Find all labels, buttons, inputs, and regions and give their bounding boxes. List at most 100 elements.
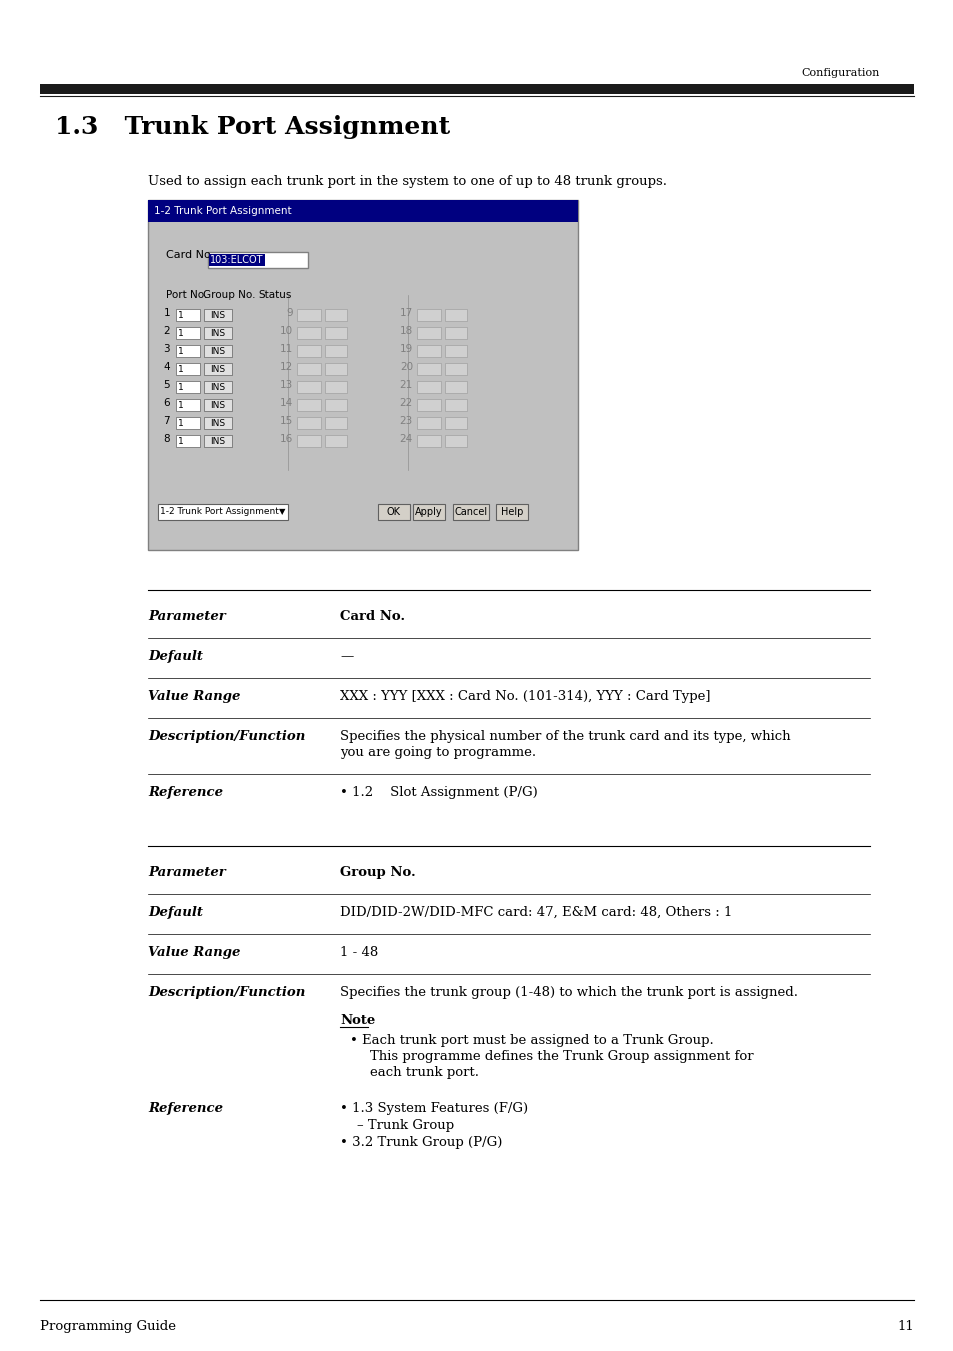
- Text: Description/Function: Description/Function: [148, 986, 305, 998]
- Text: 1: 1: [178, 382, 184, 392]
- Bar: [204, 309, 232, 322]
- Bar: [296, 435, 320, 447]
- Bar: [444, 363, 467, 376]
- Bar: [325, 417, 347, 430]
- Bar: [204, 381, 232, 393]
- Bar: [175, 327, 200, 339]
- Text: 2: 2: [163, 326, 170, 336]
- Bar: [296, 363, 320, 376]
- Text: 103:ELCOT: 103:ELCOT: [210, 255, 263, 265]
- Bar: [204, 399, 232, 411]
- Text: 22: 22: [399, 399, 413, 408]
- Bar: [204, 417, 232, 430]
- Text: INS: INS: [211, 419, 225, 427]
- Text: 6: 6: [163, 399, 170, 408]
- Bar: [444, 345, 467, 357]
- Text: 1: 1: [163, 308, 170, 317]
- Text: 1: 1: [178, 419, 184, 427]
- Bar: [444, 417, 467, 430]
- Bar: [204, 435, 232, 447]
- Bar: [496, 504, 527, 520]
- Bar: [148, 200, 578, 550]
- Text: Reference: Reference: [148, 786, 223, 798]
- Text: Parameter: Parameter: [148, 611, 226, 623]
- Bar: [325, 327, 347, 339]
- Bar: [296, 399, 320, 411]
- Bar: [416, 381, 440, 393]
- Text: Specifies the trunk group (1-48) to which the trunk port is assigned.: Specifies the trunk group (1-48) to whic…: [339, 986, 797, 998]
- Bar: [444, 435, 467, 447]
- Bar: [377, 504, 410, 520]
- Bar: [296, 345, 320, 357]
- Text: 10: 10: [279, 326, 293, 336]
- Text: 18: 18: [399, 326, 413, 336]
- Text: Configuration: Configuration: [801, 68, 879, 78]
- Text: Card No.: Card No.: [166, 250, 213, 259]
- Bar: [204, 345, 232, 357]
- Text: Used to assign each trunk port in the system to one of up to 48 trunk groups.: Used to assign each trunk port in the sy…: [148, 176, 666, 188]
- Text: 1: 1: [178, 365, 184, 373]
- Bar: [413, 504, 444, 520]
- Text: This programme defines the Trunk Group assignment for: This programme defines the Trunk Group a…: [370, 1050, 753, 1063]
- Text: ▼: ▼: [278, 508, 285, 516]
- Text: INS: INS: [211, 382, 225, 392]
- Text: 20: 20: [399, 362, 413, 372]
- Bar: [158, 504, 288, 520]
- Text: Note: Note: [339, 1015, 375, 1027]
- Text: INS: INS: [211, 328, 225, 338]
- Text: Apply: Apply: [415, 507, 442, 517]
- Text: 12: 12: [279, 362, 293, 372]
- Text: • 1.3 System Features (F/G): • 1.3 System Features (F/G): [339, 1102, 528, 1115]
- Bar: [175, 345, 200, 357]
- Text: 1-2 Trunk Port Assignment: 1-2 Trunk Port Assignment: [153, 205, 292, 216]
- Text: Default: Default: [148, 907, 203, 919]
- Bar: [416, 327, 440, 339]
- Bar: [416, 435, 440, 447]
- Text: OK: OK: [387, 507, 400, 517]
- Text: INS: INS: [211, 346, 225, 355]
- Text: 11: 11: [279, 345, 293, 354]
- Text: Group No.: Group No.: [339, 866, 416, 880]
- Bar: [204, 327, 232, 339]
- Text: Value Range: Value Range: [148, 946, 240, 959]
- Bar: [148, 200, 578, 222]
- Text: 23: 23: [399, 416, 413, 426]
- Text: Programming Guide: Programming Guide: [40, 1320, 175, 1333]
- Bar: [296, 417, 320, 430]
- Text: Default: Default: [148, 650, 203, 663]
- Text: 19: 19: [399, 345, 413, 354]
- Text: 1: 1: [178, 400, 184, 409]
- Bar: [40, 84, 913, 95]
- Text: 3: 3: [163, 345, 170, 354]
- Text: Description/Function: Description/Function: [148, 730, 305, 743]
- Bar: [453, 504, 489, 520]
- Text: you are going to programme.: you are going to programme.: [339, 746, 536, 759]
- Text: 5: 5: [163, 380, 170, 390]
- Bar: [204, 363, 232, 376]
- Bar: [325, 345, 347, 357]
- Bar: [175, 399, 200, 411]
- Bar: [175, 309, 200, 322]
- Text: Specifies the physical number of the trunk card and its type, which: Specifies the physical number of the tru…: [339, 730, 790, 743]
- Text: 1: 1: [178, 328, 184, 338]
- Text: 21: 21: [399, 380, 413, 390]
- Bar: [325, 435, 347, 447]
- Text: Parameter: Parameter: [148, 866, 226, 880]
- Bar: [175, 435, 200, 447]
- Text: Port No.: Port No.: [166, 290, 207, 300]
- Text: INS: INS: [211, 365, 225, 373]
- Text: • 3.2 Trunk Group (P/G): • 3.2 Trunk Group (P/G): [339, 1136, 502, 1148]
- Text: DID/DID-2W/DID-MFC card: 47, E&M card: 48, Others : 1: DID/DID-2W/DID-MFC card: 47, E&M card: 4…: [339, 907, 732, 919]
- Text: 1: 1: [178, 346, 184, 355]
- Text: each trunk port.: each trunk port.: [370, 1066, 478, 1079]
- Bar: [416, 309, 440, 322]
- Text: 14: 14: [279, 399, 293, 408]
- Bar: [296, 327, 320, 339]
- Bar: [325, 381, 347, 393]
- Text: INS: INS: [211, 436, 225, 446]
- Bar: [416, 363, 440, 376]
- Text: Reference: Reference: [148, 1102, 223, 1115]
- Text: Each trunk port must be assigned to a Trunk Group.: Each trunk port must be assigned to a Tr…: [361, 1034, 713, 1047]
- Bar: [175, 363, 200, 376]
- Bar: [296, 381, 320, 393]
